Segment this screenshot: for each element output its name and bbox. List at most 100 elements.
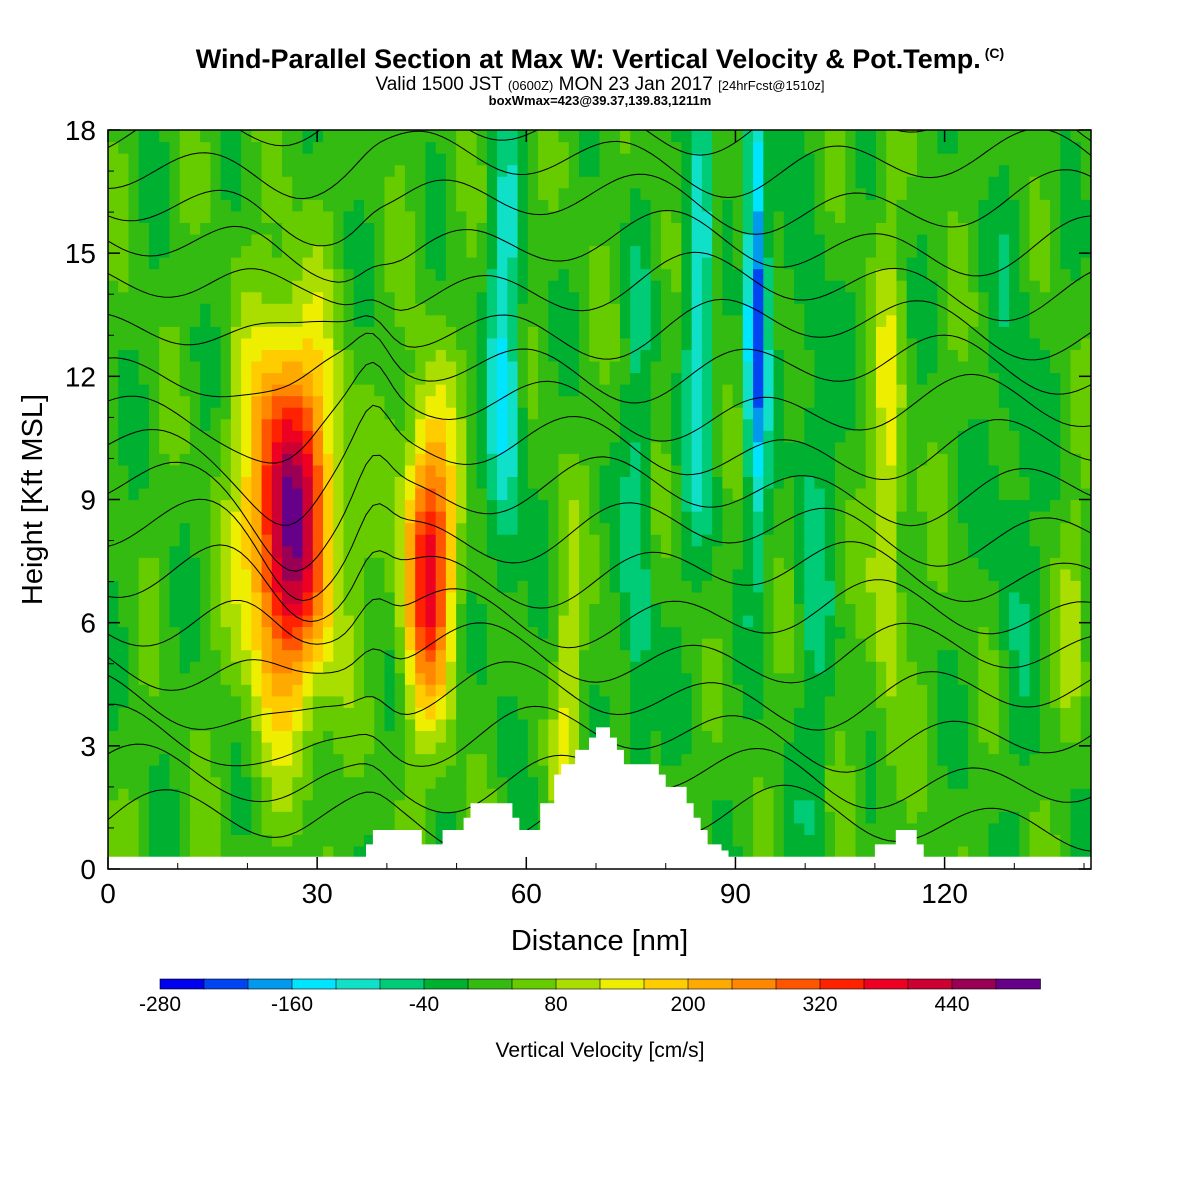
- velocity-cell: [558, 511, 570, 524]
- velocity-cell: [517, 487, 529, 501]
- velocity-cell: [691, 187, 703, 200]
- velocity-cell: [896, 684, 908, 697]
- velocity-cell: [323, 661, 334, 674]
- velocity-cell: [753, 649, 764, 662]
- velocity-cell: [527, 649, 539, 662]
- velocity-cell: [404, 187, 416, 200]
- velocity-cell: [230, 614, 242, 628]
- velocity-cell: [200, 638, 211, 651]
- velocity-cell: [108, 291, 119, 304]
- velocity-cell: [619, 730, 631, 743]
- velocity-cell: [261, 337, 273, 350]
- velocity-cell: [312, 384, 324, 397]
- velocity-cell: [128, 384, 140, 397]
- velocity-cell: [261, 141, 273, 154]
- velocity-cell: [128, 487, 140, 501]
- velocity-cell: [445, 187, 457, 200]
- velocity-cell: [415, 349, 427, 362]
- velocity-cell: [148, 303, 160, 316]
- velocity-cell: [374, 822, 386, 835]
- velocity-cell: [138, 326, 150, 339]
- velocity-cell: [425, 614, 437, 628]
- velocity-cell: [783, 326, 795, 339]
- velocity-cell: [753, 511, 764, 524]
- velocity-cell: [742, 649, 754, 662]
- velocity-cell: [169, 799, 181, 812]
- velocity-cell: [169, 303, 181, 316]
- velocity-cell: [804, 141, 816, 154]
- velocity-cell: [886, 799, 898, 812]
- velocity-cell: [435, 649, 447, 662]
- velocity-cell: [681, 638, 693, 651]
- velocity-cell: [763, 384, 775, 397]
- velocity-cell: [404, 649, 416, 662]
- velocity-cell: [599, 395, 611, 408]
- velocity-cell: [118, 153, 130, 166]
- velocity-cell: [835, 788, 846, 801]
- velocity-cell: [210, 164, 222, 177]
- velocity-cell: [282, 210, 293, 223]
- velocity-cell: [169, 476, 181, 489]
- velocity-cell: [486, 418, 498, 431]
- velocity-cell: [835, 303, 846, 316]
- velocity-cell: [630, 591, 642, 605]
- velocity-cell: [241, 684, 252, 697]
- velocity-cell: [558, 314, 570, 327]
- velocity-cell: [302, 730, 314, 743]
- velocity-cell: [701, 822, 713, 835]
- velocity-cell: [138, 741, 150, 755]
- velocity-cell: [179, 684, 191, 697]
- velocity-cell: [875, 372, 887, 385]
- velocity-cell: [732, 153, 744, 166]
- velocity-cell: [763, 718, 775, 732]
- velocity-cell: [599, 291, 611, 304]
- velocity-cell: [742, 476, 754, 489]
- velocity-cell: [722, 199, 734, 212]
- velocity-cell: [466, 580, 478, 593]
- velocity-cell: [527, 441, 539, 454]
- velocity-cell: [404, 303, 416, 316]
- velocity-cell: [179, 799, 191, 812]
- velocity-cell: [486, 557, 498, 570]
- velocity-cell: [456, 684, 467, 697]
- velocity-cell: [732, 557, 744, 570]
- velocity-cell: [261, 222, 273, 235]
- velocity-cell: [732, 603, 744, 616]
- velocity-cell: [425, 649, 437, 662]
- velocity-cell: [445, 638, 457, 651]
- velocity-cell: [138, 534, 150, 547]
- velocity-cell: [363, 499, 375, 512]
- velocity-cell: [282, 684, 293, 697]
- velocity-cell: [445, 407, 457, 420]
- velocity-cell: [374, 511, 386, 524]
- velocity-cell: [169, 626, 181, 639]
- velocity-cell: [404, 395, 416, 408]
- velocity-cell: [445, 626, 457, 639]
- velocity-cell: [794, 776, 805, 789]
- velocity-cell: [773, 603, 785, 616]
- velocity-cell: [343, 695, 355, 708]
- velocity-cell: [353, 222, 365, 235]
- velocity-cell: [108, 464, 119, 478]
- velocity-cell: [179, 164, 191, 177]
- velocity-cell: [476, 661, 488, 674]
- velocity-cell: [374, 487, 386, 501]
- velocity-cell: [517, 476, 529, 489]
- velocity-cell: [548, 557, 560, 570]
- velocity-cell: [251, 626, 263, 639]
- velocity-cell: [230, 765, 242, 778]
- velocity-cell: [404, 384, 416, 397]
- velocity-cell: [466, 557, 478, 570]
- velocity-cell: [282, 811, 293, 824]
- velocity-cell: [404, 430, 416, 443]
- velocity-cell: [343, 476, 355, 489]
- velocity-cell: [804, 741, 816, 755]
- velocity-cell: [466, 603, 478, 616]
- velocity-cell: [507, 522, 519, 535]
- velocity-cell: [896, 141, 908, 154]
- velocity-cell: [241, 845, 252, 859]
- velocity-cell: [497, 245, 508, 258]
- velocity-cell: [312, 661, 324, 674]
- velocity-cell: [445, 303, 457, 316]
- velocity-cell: [394, 372, 406, 385]
